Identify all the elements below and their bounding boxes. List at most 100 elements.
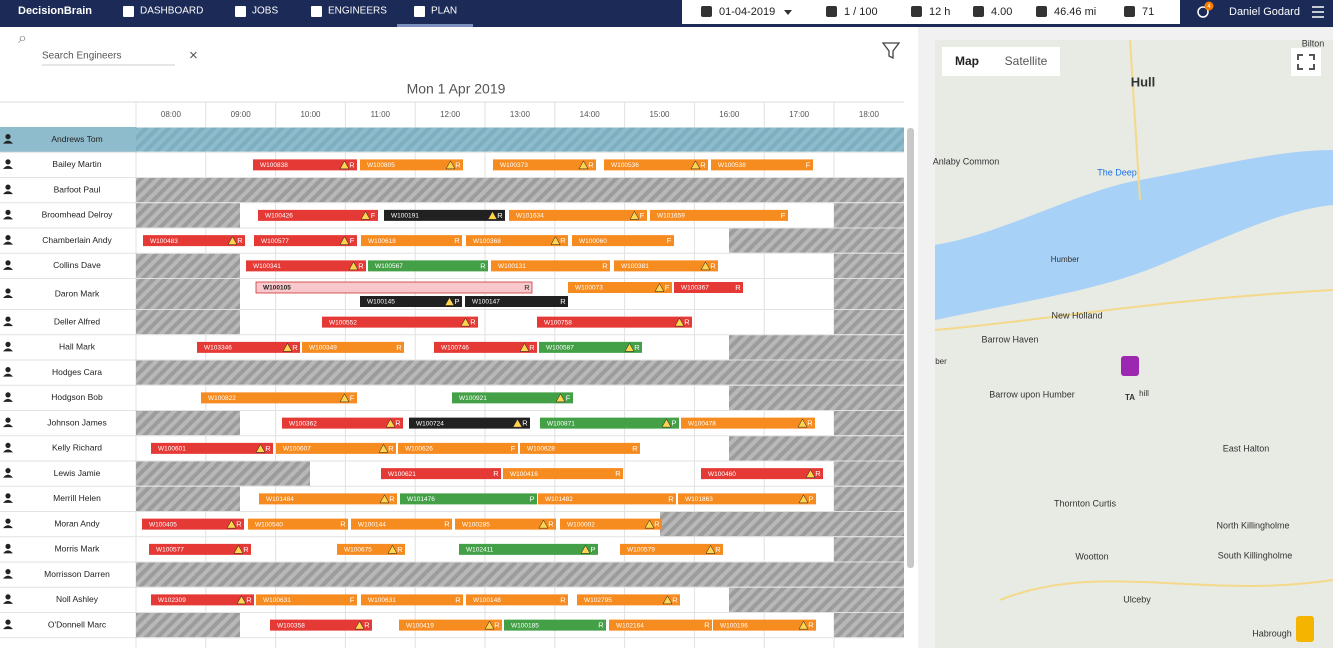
user-name[interactable]: Daniel Godard (1229, 6, 1300, 18)
task[interactable] (151, 594, 254, 606)
task[interactable] (398, 442, 518, 454)
task[interactable] (360, 296, 462, 307)
nav-item[interactable]: PLAN (431, 6, 457, 17)
bell[interactable] (1197, 6, 1209, 18)
task[interactable] (253, 159, 357, 171)
map-button[interactable]: Map (955, 54, 979, 68)
engineer-name[interactable]: Chamberlain Andy (42, 235, 112, 245)
task[interactable] (434, 341, 537, 353)
task[interactable] (540, 417, 679, 429)
task[interactable] (560, 518, 662, 530)
task[interactable] (503, 468, 623, 480)
task[interactable] (537, 316, 692, 328)
task[interactable] (142, 518, 244, 530)
nav-item[interactable]: DASHBOARD (140, 6, 203, 17)
task[interactable] (604, 159, 708, 171)
task[interactable] (270, 619, 372, 631)
task[interactable] (577, 594, 680, 606)
task[interactable] (572, 235, 674, 247)
task[interactable] (409, 417, 530, 429)
map-button[interactable]: Satellite (1005, 54, 1048, 68)
engineer-name[interactable]: Merrill Helen (53, 493, 101, 503)
task[interactable] (337, 543, 405, 555)
engineer-name[interactable]: Hall Mark (59, 342, 96, 352)
task[interactable] (258, 209, 378, 221)
task[interactable] (256, 594, 357, 606)
task[interactable] (538, 493, 676, 505)
engineer-name[interactable]: Kelly Richard (52, 443, 102, 453)
task[interactable] (701, 468, 823, 480)
engineer-name[interactable]: Moran Andy (54, 518, 100, 528)
status-date[interactable]: 01-04-2019 (719, 6, 775, 18)
engineer-name[interactable]: Johnson James (47, 417, 107, 427)
task[interactable] (143, 235, 245, 247)
engineer-name[interactable]: Lewis Jamie (54, 468, 101, 478)
task[interactable] (351, 518, 452, 530)
task[interactable] (201, 392, 357, 404)
task[interactable] (674, 282, 743, 293)
task[interactable] (504, 619, 606, 631)
task[interactable] (400, 493, 537, 505)
engineer-name[interactable]: Deller Alfred (54, 316, 101, 326)
task[interactable] (360, 159, 463, 171)
engineer-name[interactable]: Noll Ashley (56, 594, 99, 604)
task[interactable] (455, 518, 556, 530)
engineer-name[interactable]: Collins Dave (53, 260, 101, 270)
task[interactable] (452, 392, 573, 404)
engineer-name[interactable]: O'Donnell Marc (48, 619, 107, 629)
task[interactable] (509, 209, 647, 221)
map[interactable] (935, 40, 1333, 648)
engineer-marker[interactable] (1121, 356, 1139, 376)
menu[interactable] (1312, 6, 1324, 18)
scrollbar[interactable] (907, 128, 914, 568)
task[interactable] (650, 209, 788, 221)
engineer-name[interactable]: Andrews Tom (51, 134, 102, 144)
task[interactable] (361, 235, 462, 247)
task[interactable] (248, 518, 348, 530)
task[interactable] (614, 260, 718, 272)
nav-item[interactable]: JOBS (252, 6, 278, 17)
task[interactable] (609, 619, 712, 631)
street-view[interactable] (1296, 616, 1314, 642)
task[interactable] (302, 341, 404, 353)
task[interactable] (151, 442, 273, 454)
task[interactable] (384, 209, 505, 221)
task[interactable] (493, 159, 596, 171)
engineer-name[interactable]: Morris Mark (55, 544, 101, 554)
task[interactable] (197, 341, 300, 353)
search-input[interactable]: Search Engineers (42, 51, 122, 62)
task[interactable] (149, 543, 251, 555)
task[interactable] (539, 341, 642, 353)
task[interactable] (520, 442, 640, 454)
task[interactable] (713, 619, 816, 631)
engineer-name[interactable]: Bailey Martin (52, 159, 101, 169)
engineer-name[interactable]: Hodges Cara (52, 367, 102, 377)
task[interactable] (322, 316, 478, 328)
engineer-name[interactable]: Daron Mark (55, 288, 100, 298)
task[interactable] (568, 282, 672, 293)
logo[interactable]: DecisionBrain (18, 5, 92, 17)
task[interactable] (678, 493, 816, 505)
engineer-name[interactable]: Morrisson Darren (44, 569, 110, 579)
task[interactable] (466, 235, 568, 247)
task[interactable] (620, 543, 723, 555)
task[interactable] (466, 594, 568, 606)
engineer-name[interactable]: Barfoot Paul (54, 184, 101, 194)
task[interactable] (255, 281, 533, 294)
task[interactable] (399, 619, 502, 631)
nav-item[interactable]: ENGINEERS (328, 6, 387, 17)
task[interactable] (465, 296, 568, 307)
filter-icon[interactable] (881, 42, 901, 60)
task[interactable] (381, 468, 501, 480)
search-clear[interactable]: × (189, 47, 198, 64)
task[interactable] (254, 235, 357, 247)
task[interactable] (491, 260, 610, 272)
task[interactable] (246, 260, 366, 272)
task[interactable] (361, 594, 463, 606)
task[interactable] (711, 159, 813, 171)
task[interactable] (282, 417, 403, 429)
task[interactable] (681, 417, 815, 429)
task[interactable] (276, 442, 396, 454)
task[interactable] (459, 543, 598, 555)
task[interactable] (368, 260, 488, 272)
